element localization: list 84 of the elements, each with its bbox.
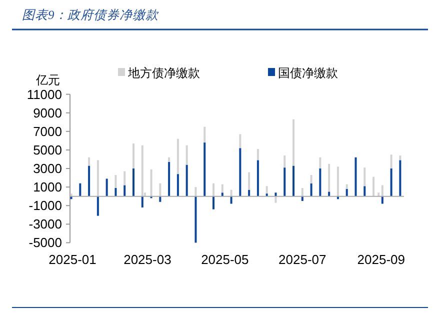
y-tick-label: 7000 (33, 124, 62, 139)
bar (176, 138, 179, 174)
bar (221, 184, 224, 193)
y-tick-label: 11000 (26, 86, 62, 102)
bar (248, 172, 250, 190)
bar (354, 157, 357, 196)
bar (292, 166, 295, 196)
y-tick-label: 3000 (33, 161, 62, 176)
bar (70, 194, 72, 196)
bar (186, 145, 188, 165)
y-tick-label: -5000 (28, 235, 62, 250)
bar (204, 126, 206, 143)
bar (274, 192, 277, 196)
bar (319, 168, 322, 196)
bar (230, 190, 232, 196)
bar (168, 162, 170, 196)
bar (284, 168, 286, 196)
bar (239, 148, 242, 196)
bar (194, 187, 197, 196)
bar (141, 196, 144, 208)
bar (364, 168, 366, 186)
bar (256, 149, 259, 160)
bar (372, 176, 375, 196)
bar (141, 145, 144, 196)
bar (248, 190, 250, 196)
y-tick-label: 1000 (33, 180, 62, 195)
bar (336, 166, 339, 196)
bar (79, 183, 82, 196)
bar (328, 192, 330, 196)
bar (124, 171, 126, 186)
bar (346, 188, 348, 196)
bar (96, 196, 99, 216)
bar (88, 157, 90, 166)
bar (284, 156, 286, 168)
bar (204, 142, 206, 196)
bar (328, 164, 330, 192)
bar (266, 194, 268, 196)
bar (319, 157, 322, 168)
bar (310, 183, 312, 196)
bar (390, 154, 392, 168)
y-tick-label: -1000 (28, 198, 62, 214)
bar (176, 174, 179, 196)
bar (114, 174, 117, 188)
bar (212, 183, 215, 196)
bar (159, 183, 162, 196)
bar (346, 184, 348, 189)
bar (132, 168, 134, 196)
bar (364, 186, 366, 196)
bar (96, 160, 99, 196)
bar (390, 168, 392, 196)
bar (301, 188, 304, 196)
bar (168, 157, 170, 162)
y-tick-label: 9000 (33, 105, 62, 120)
bar (381, 185, 384, 196)
y-tick-label: -3000 (28, 216, 62, 232)
bar (212, 196, 215, 210)
bar (239, 134, 242, 148)
legend-label: 地方债净缴款 (127, 66, 200, 80)
bar (256, 160, 259, 196)
bar (399, 160, 402, 196)
x-tick-label: 2025-09 (357, 252, 405, 267)
bar (186, 164, 188, 196)
y-axis-title: 亿元 (35, 73, 60, 87)
legend-label: 国债净缴款 (278, 66, 338, 80)
bar (114, 188, 117, 196)
bar (310, 174, 312, 184)
bar (124, 185, 126, 196)
bar (399, 156, 402, 160)
x-tick-label: 2025-03 (124, 252, 172, 267)
bar (194, 196, 197, 243)
x-tick-label: 2025-05 (201, 252, 249, 267)
x-tick-label: 2025-01 (48, 252, 96, 267)
bar (266, 186, 268, 194)
bar (274, 196, 277, 203)
bar (221, 192, 224, 196)
bar (378, 192, 380, 196)
y-tick-label: 5000 (33, 142, 62, 158)
bar (132, 143, 134, 168)
bar (150, 169, 152, 196)
x-tick-label: 2025-07 (278, 252, 326, 267)
chart-title: 图表9：政府债券净缴款 (22, 8, 160, 22)
bar (88, 166, 90, 196)
bar (292, 119, 295, 166)
bar (106, 178, 108, 196)
